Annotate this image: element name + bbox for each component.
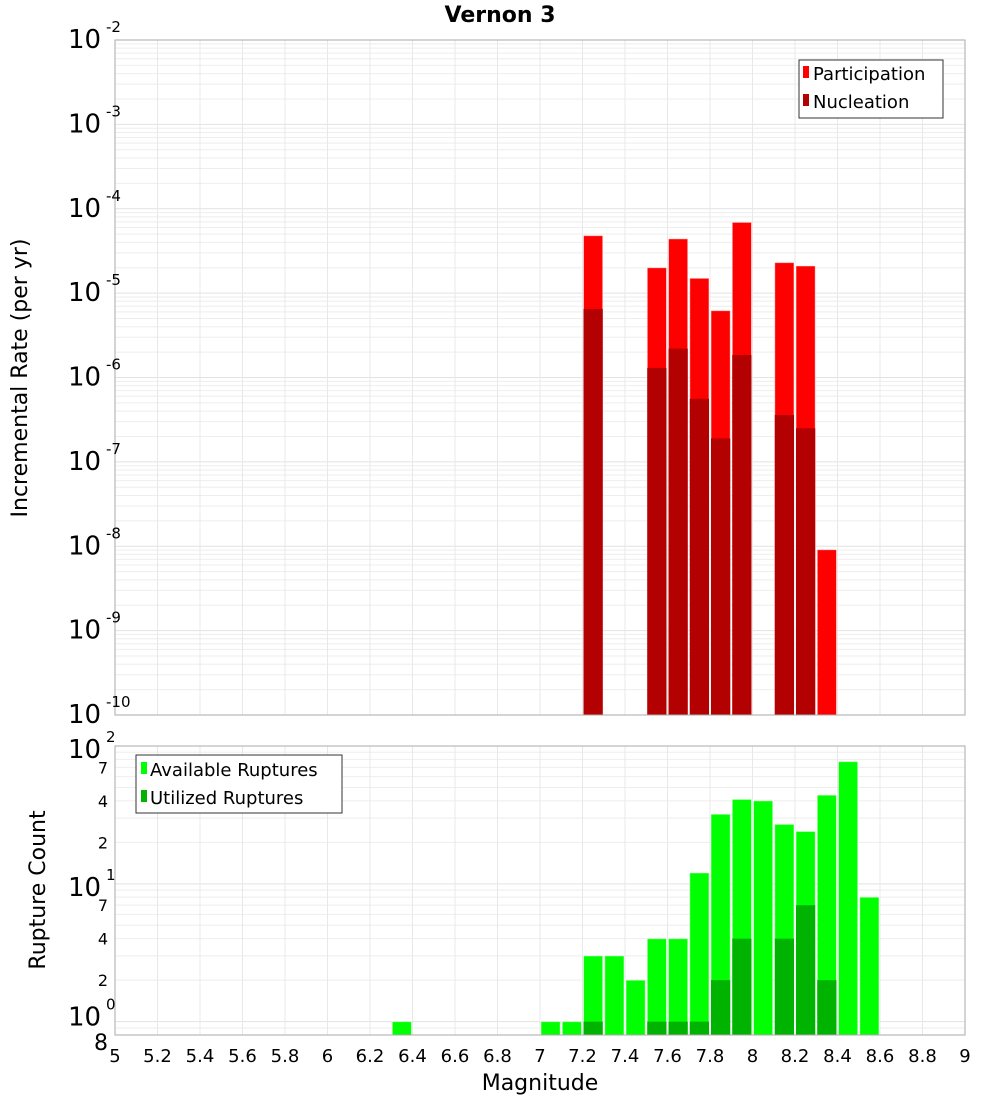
legend-label: Utilized Ruptures	[150, 788, 303, 809]
bar-utilized-ruptures	[689, 1021, 709, 1035]
y-tick-label: 10	[68, 700, 101, 730]
x-tick-label: 5.2	[143, 1046, 172, 1067]
bar-nucleation	[668, 348, 688, 715]
y-tick-label: 10	[68, 278, 101, 308]
bar-available-ruptures	[561, 1021, 582, 1036]
y-tick-exponent: -10	[106, 693, 131, 711]
legend-box	[798, 59, 944, 119]
x-axis-label: Magnitude	[482, 1071, 599, 1096]
y-tick-exponent: -4	[106, 187, 121, 205]
x-tick-label: 9	[959, 1046, 970, 1067]
y-tick-label: 10	[68, 616, 101, 646]
y-tick-label: 10	[68, 363, 101, 393]
legend-box	[135, 754, 343, 814]
legend-label: Nucleation	[813, 92, 909, 113]
bar-utilized-ruptures	[583, 1021, 603, 1035]
y-tick-exponent: -6	[106, 356, 121, 374]
legend-swatch	[803, 66, 809, 78]
y-minor-tick-label: 4	[98, 792, 108, 811]
bar-nucleation	[711, 438, 731, 715]
y-tick-exponent: 2	[106, 728, 116, 746]
x-tick-label: 6.8	[483, 1046, 512, 1067]
y-tick-label: 10	[68, 447, 101, 477]
plot-border	[114, 745, 966, 1036]
bar-utilized-ruptures	[711, 980, 731, 1035]
bar-nucleation	[583, 308, 603, 715]
bar-available-ruptures	[859, 896, 880, 1036]
y-minor-tick-label: 2	[98, 971, 108, 990]
legend-swatch	[803, 94, 809, 106]
y-tick-exponent: -7	[106, 440, 121, 458]
y-minor-tick-label: 8	[94, 1031, 108, 1056]
x-tick-label: 5.8	[271, 1046, 300, 1067]
bar-participation	[816, 549, 837, 716]
x-tick-label: 5.6	[228, 1046, 257, 1067]
x-tick-label: 7	[534, 1046, 545, 1067]
x-tick-label: 6.6	[441, 1046, 470, 1067]
legend-swatch	[141, 790, 147, 802]
legend-label: Participation	[813, 64, 925, 85]
x-tick-label: 6.4	[398, 1046, 427, 1067]
x-tick-label: 7.4	[611, 1046, 640, 1067]
bar-available-ruptures	[646, 938, 667, 1036]
y-minor-tick-label: 7	[98, 758, 108, 777]
bar-nucleation	[689, 398, 709, 715]
bar-utilized-ruptures	[732, 938, 752, 1035]
bar-utilized-ruptures	[774, 938, 794, 1035]
bar-nucleation	[732, 354, 752, 715]
x-tick-label: 8.8	[908, 1046, 937, 1067]
x-tick-label: 5.4	[186, 1046, 215, 1067]
bar-nucleation	[647, 367, 667, 715]
y-tick-label: 10	[68, 735, 101, 765]
bar-utilized-ruptures	[817, 980, 837, 1035]
y-tick-label: 10	[68, 25, 101, 55]
x-tick-label: 6	[322, 1046, 333, 1067]
x-tick-label: 8.6	[866, 1046, 895, 1067]
x-tick-label: 7.6	[653, 1046, 682, 1067]
bar-utilized-ruptures	[796, 905, 816, 1035]
y-tick-label: 10	[68, 873, 101, 903]
bar-available-ruptures	[540, 1021, 561, 1036]
bar-available-ruptures	[689, 872, 710, 1036]
x-tick-label: 7.2	[568, 1046, 597, 1067]
x-tick-label: 8.2	[781, 1046, 810, 1067]
bar-available-ruptures	[391, 1021, 412, 1036]
y-tick-exponent: -5	[106, 271, 121, 289]
y-axis-label: Incremental Rate (per yr)	[8, 239, 33, 518]
y-tick-label: 10	[68, 109, 101, 139]
x-tick-label: 8	[747, 1046, 758, 1067]
x-tick-label: 5	[109, 1046, 120, 1067]
chart-title: Vernon 3	[445, 3, 556, 28]
bar-available-ruptures	[604, 955, 625, 1036]
y-tick-exponent: -3	[106, 102, 121, 120]
bar-available-ruptures	[668, 938, 689, 1036]
y-tick-label: 10	[68, 531, 101, 561]
plot-border	[114, 39, 966, 716]
y-tick-exponent: 0	[106, 996, 116, 1014]
y-tick-exponent: -8	[106, 524, 121, 542]
bar-available-ruptures	[838, 761, 859, 1036]
legend-label: Available Ruptures	[150, 760, 318, 781]
legend-swatch	[141, 762, 147, 774]
x-tick-label: 7.8	[696, 1046, 725, 1067]
y-tick-exponent: -2	[106, 18, 121, 36]
bar-utilized-ruptures	[647, 1021, 667, 1035]
y-axis-label: Rupture Count	[26, 810, 51, 970]
y-minor-tick-label: 7	[98, 896, 108, 915]
x-tick-label: 8.4	[823, 1046, 852, 1067]
y-tick-label: 10	[68, 1003, 101, 1033]
y-minor-tick-label: 2	[98, 833, 108, 852]
bar-available-ruptures	[625, 979, 646, 1036]
y-tick-label: 10	[68, 194, 101, 224]
x-tick-label: 6.2	[356, 1046, 385, 1067]
y-tick-exponent: 1	[106, 866, 116, 884]
bar-nucleation	[774, 414, 794, 715]
bar-utilized-ruptures	[668, 1021, 688, 1035]
bar-nucleation	[796, 428, 816, 715]
y-minor-tick-label: 4	[98, 930, 108, 949]
bar-available-ruptures	[753, 800, 774, 1036]
y-tick-exponent: -9	[106, 609, 121, 627]
